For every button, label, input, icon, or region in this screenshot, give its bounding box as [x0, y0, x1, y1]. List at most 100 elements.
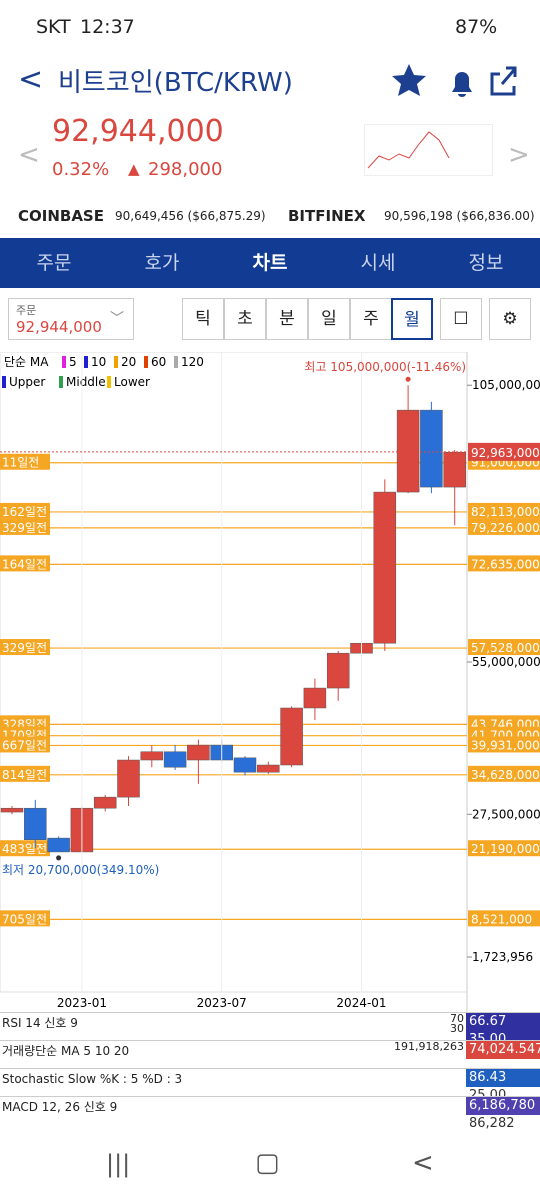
- y-tick-label: 1,723,956: [472, 950, 533, 964]
- period[interactable]: 초: [224, 298, 266, 340]
- tab[interactable]: 시세: [360, 252, 396, 274]
- legend-label: 5: [69, 355, 77, 369]
- level-days: 162일전: [2, 505, 47, 519]
- level-tag: [0, 765, 50, 782]
- high-dot: [405, 376, 411, 382]
- current-label: 92,963,000: [471, 446, 540, 460]
- indicator-value: 86.43: [466, 1069, 540, 1087]
- tab[interactable]: 차트: [252, 252, 288, 274]
- indicator-level: 191,918,263: [394, 1040, 464, 1053]
- legend-swatch: [59, 376, 63, 388]
- legend-label: Upper: [9, 375, 45, 389]
- level-tag: [468, 502, 540, 519]
- change: 298,000: [148, 159, 223, 180]
- indicator-row: MACD 12, 26 신호 9 6,186,780 86,282: [0, 1096, 540, 1133]
- legend-label: 10: [91, 355, 106, 369]
- level-days: 164일전: [2, 557, 47, 571]
- legend-swatch: [107, 376, 111, 388]
- legend-swatch: [114, 356, 118, 368]
- candle-body: [163, 751, 187, 768]
- candle-body: [257, 764, 280, 773]
- level-tag: [468, 765, 540, 782]
- order-box[interactable]: [8, 298, 134, 340]
- tab[interactable]: 주문: [36, 252, 72, 274]
- candle-body: [396, 409, 420, 493]
- y-tick-label: 27,500,000: [472, 807, 540, 821]
- exchange-name: COINBASE: [18, 207, 104, 225]
- period[interactable]: 틱: [182, 298, 224, 340]
- y-tick-label: 55,000,000: [472, 655, 540, 669]
- level-tag: [0, 518, 50, 535]
- indicator-label: Stochastic Slow %K : 5 %D : 3: [2, 1069, 183, 1089]
- candle-body: [24, 807, 47, 841]
- order-value: 92,944,000: [16, 318, 102, 336]
- prev[interactable]: <: [18, 140, 40, 170]
- level-days: 329일전: [2, 521, 47, 535]
- recent[interactable]: |||: [106, 1150, 131, 1178]
- candle-body: [326, 652, 350, 689]
- level-tag: [0, 736, 50, 753]
- chart: 단순 MA 5 10 20 60 120 Upper Middle Lower 105,000,0…: [0, 352, 540, 1012]
- high-annotation: 최고 105,000,000(-11.46%): [304, 360, 466, 374]
- level-label: 57,528,000: [471, 641, 540, 655]
- home[interactable]: ▢: [255, 1148, 280, 1178]
- time: 12:37: [80, 16, 135, 38]
- indicator-row: Stochastic Slow %K : 5 %D : 3 86.43 25.00: [0, 1068, 540, 1105]
- legend-label: 20: [121, 355, 136, 369]
- level-tag: [468, 840, 540, 857]
- level-label: 79,226,000: [471, 521, 540, 535]
- level-tag: [0, 840, 50, 857]
- candle-body: [93, 796, 117, 809]
- back-nav[interactable]: <: [412, 1148, 434, 1178]
- level-label: 34,628,000: [471, 768, 540, 782]
- level-days: 11일전: [2, 456, 39, 470]
- period[interactable]: 일: [308, 298, 350, 340]
- legend-label: 단순 MA: [4, 355, 49, 369]
- level-days: 329일전: [2, 641, 47, 655]
- level-label: 39,931,000: [471, 738, 540, 752]
- header-icons[interactable]: [390, 62, 530, 98]
- level-tag: [468, 518, 540, 535]
- draw-tool[interactable]: ☐: [440, 298, 482, 340]
- indicator-label: RSI 14 신호 9: [2, 1013, 78, 1033]
- period[interactable]: 주: [350, 298, 392, 340]
- current-tag: [468, 442, 540, 461]
- tab[interactable]: 호가: [144, 252, 180, 274]
- change-pct: 0.32%: [52, 159, 110, 180]
- indicator-value: 66.67: [466, 1013, 540, 1031]
- dropdown: ﹀: [110, 311, 124, 327]
- indicator-row: 거래량단순 MA 5 10 20 191,918,263 74,024.547: [0, 1040, 540, 1061]
- x-tick-label: 2023-01: [57, 996, 107, 1010]
- indicator-row: RSI 14 신호 9 70 30 66.67 35.00: [0, 1012, 540, 1049]
- low-dot: [56, 855, 62, 861]
- candle-body: [0, 807, 24, 813]
- candle-body: [47, 837, 70, 853]
- level-tag: [0, 555, 50, 572]
- next[interactable]: >: [508, 140, 530, 170]
- candle-body: [373, 491, 397, 644]
- level-label: 21,190,000: [471, 842, 540, 856]
- level-days: 814일전: [2, 768, 47, 782]
- back[interactable]: <: [18, 62, 44, 97]
- settings[interactable]: ⚙: [489, 298, 531, 340]
- level-days: 705일전: [2, 912, 47, 926]
- exchange-value: 90,596,198 ($66,836.00): [384, 209, 535, 223]
- candle-body: [280, 707, 303, 766]
- period[interactable]: 월: [391, 298, 433, 340]
- nav-bar: [0, 1140, 540, 1200]
- level-tag: [468, 736, 540, 753]
- period[interactable]: 분: [266, 298, 308, 340]
- indicator-value: 74,024.547: [466, 1041, 540, 1059]
- legend-label: Lower: [114, 375, 150, 389]
- y-tick-label: 105,000,000: [472, 378, 540, 392]
- tab-bar: [0, 238, 540, 288]
- indicator-label: 거래량단순 MA 5 10 20: [2, 1041, 130, 1061]
- x-tick-label: 2024-01: [336, 996, 386, 1010]
- exchange-value: 90,649,456 ($66,875.29): [115, 209, 266, 223]
- level-label: 82,113,000: [471, 505, 540, 519]
- x-tick-label: 2023-07: [197, 996, 247, 1010]
- sparkline: [364, 124, 493, 176]
- tab[interactable]: 정보: [468, 252, 504, 274]
- candle-body: [443, 451, 466, 488]
